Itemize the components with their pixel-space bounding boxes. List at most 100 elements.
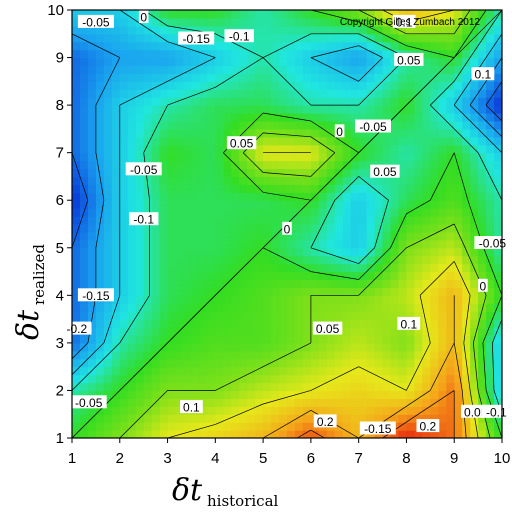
heat-cell bbox=[358, 239, 368, 249]
heat-cell bbox=[454, 366, 463, 376]
heat-cell bbox=[119, 120, 129, 130]
heat-cell bbox=[294, 81, 304, 90]
heat-cell bbox=[454, 89, 463, 98]
heat-cell bbox=[398, 366, 408, 376]
heat-cell bbox=[223, 271, 232, 281]
heat-cell bbox=[390, 303, 400, 312]
heat-cell bbox=[302, 430, 312, 438]
heat-cell bbox=[310, 279, 320, 289]
heat-cell bbox=[223, 374, 232, 384]
heat-cell bbox=[72, 406, 81, 415]
heat-cell bbox=[422, 192, 431, 201]
heat-cell bbox=[462, 97, 471, 106]
heat-cell bbox=[430, 374, 439, 384]
heat-cell bbox=[486, 200, 495, 209]
heat-cell bbox=[143, 136, 153, 146]
heat-cell bbox=[263, 152, 272, 162]
heat-cell bbox=[159, 105, 169, 114]
heat-cell bbox=[72, 271, 81, 281]
heat-cell bbox=[143, 382, 153, 392]
heat-cell bbox=[342, 192, 352, 201]
heat-cell bbox=[414, 247, 423, 257]
heat-cell bbox=[430, 17, 439, 27]
heat-cell bbox=[287, 422, 296, 431]
heat-cell bbox=[199, 152, 208, 162]
heat-cell bbox=[199, 65, 208, 75]
heat-cell bbox=[430, 263, 439, 273]
heat-cell bbox=[438, 65, 447, 75]
heat-cell bbox=[143, 239, 153, 249]
heat-cell bbox=[231, 382, 240, 392]
heat-cell bbox=[247, 382, 256, 392]
heat-cell bbox=[430, 279, 439, 289]
heat-cell bbox=[358, 327, 368, 336]
heat-cell bbox=[95, 97, 105, 106]
heat-cell bbox=[72, 184, 81, 193]
heat-cell bbox=[135, 73, 145, 82]
heat-cell bbox=[302, 334, 312, 344]
heat-cell bbox=[143, 342, 153, 352]
heat-cell bbox=[454, 287, 463, 296]
heat-cell bbox=[446, 334, 455, 344]
heat-cell bbox=[318, 231, 328, 241]
heat-cell bbox=[175, 200, 185, 209]
heat-cell bbox=[390, 136, 400, 146]
heat-cell bbox=[302, 49, 312, 59]
y-axis-label-main: δt bbox=[11, 309, 46, 340]
heat-cell bbox=[231, 430, 240, 438]
heat-cell bbox=[119, 430, 129, 438]
heat-cell bbox=[223, 65, 232, 75]
heat-cell bbox=[342, 160, 352, 170]
x-tick-label: 9 bbox=[450, 450, 458, 467]
heat-cell bbox=[374, 406, 384, 415]
heat-cell bbox=[350, 160, 360, 170]
heat-cell bbox=[438, 342, 447, 352]
heat-cell bbox=[430, 128, 439, 138]
heat-cell bbox=[390, 279, 400, 289]
heat-cell bbox=[255, 231, 264, 241]
heat-cell bbox=[151, 120, 161, 130]
heat-cell bbox=[342, 97, 352, 106]
heat-cell bbox=[263, 120, 272, 130]
heat-cell bbox=[183, 97, 193, 106]
contour-label: 0 bbox=[138, 10, 149, 25]
heat-cell bbox=[119, 144, 129, 154]
heat-cell bbox=[207, 208, 216, 217]
heat-cell bbox=[398, 168, 408, 178]
heat-cell bbox=[374, 41, 384, 51]
heat-cell bbox=[414, 25, 423, 35]
heat-cell bbox=[215, 247, 224, 257]
heat-cell bbox=[103, 224, 113, 233]
heat-cell bbox=[358, 208, 368, 217]
heat-cell bbox=[398, 279, 408, 289]
heat-cell bbox=[247, 49, 256, 59]
heat-cell bbox=[454, 65, 463, 75]
heat-cell bbox=[462, 33, 471, 43]
heat-cell bbox=[199, 10, 208, 19]
heat-cell bbox=[175, 144, 185, 154]
heat-cell bbox=[438, 398, 447, 407]
heat-cell bbox=[334, 73, 344, 82]
heat-cell bbox=[494, 65, 502, 75]
y-tick-label: 10 bbox=[47, 2, 64, 19]
heat-cell bbox=[326, 303, 336, 312]
heat-cell bbox=[318, 89, 328, 98]
heat-cell bbox=[422, 97, 431, 106]
heat-cell bbox=[279, 136, 288, 146]
heat-cell bbox=[294, 374, 304, 384]
heat-cell bbox=[294, 263, 304, 273]
contour-label-text: 0.05 bbox=[373, 165, 397, 179]
heat-cell bbox=[350, 113, 360, 122]
heat-cell bbox=[310, 334, 320, 344]
heat-cell bbox=[486, 350, 495, 360]
heat-cell bbox=[143, 97, 153, 106]
heat-cell bbox=[287, 33, 296, 43]
heat-cell bbox=[358, 224, 368, 233]
heat-cell bbox=[279, 192, 288, 201]
heat-cell bbox=[374, 25, 384, 35]
heat-cell bbox=[247, 279, 256, 289]
heat-cell bbox=[422, 216, 431, 225]
heat-cell bbox=[398, 295, 408, 304]
heat-cell bbox=[358, 105, 368, 114]
contour-label-box bbox=[129, 212, 159, 226]
